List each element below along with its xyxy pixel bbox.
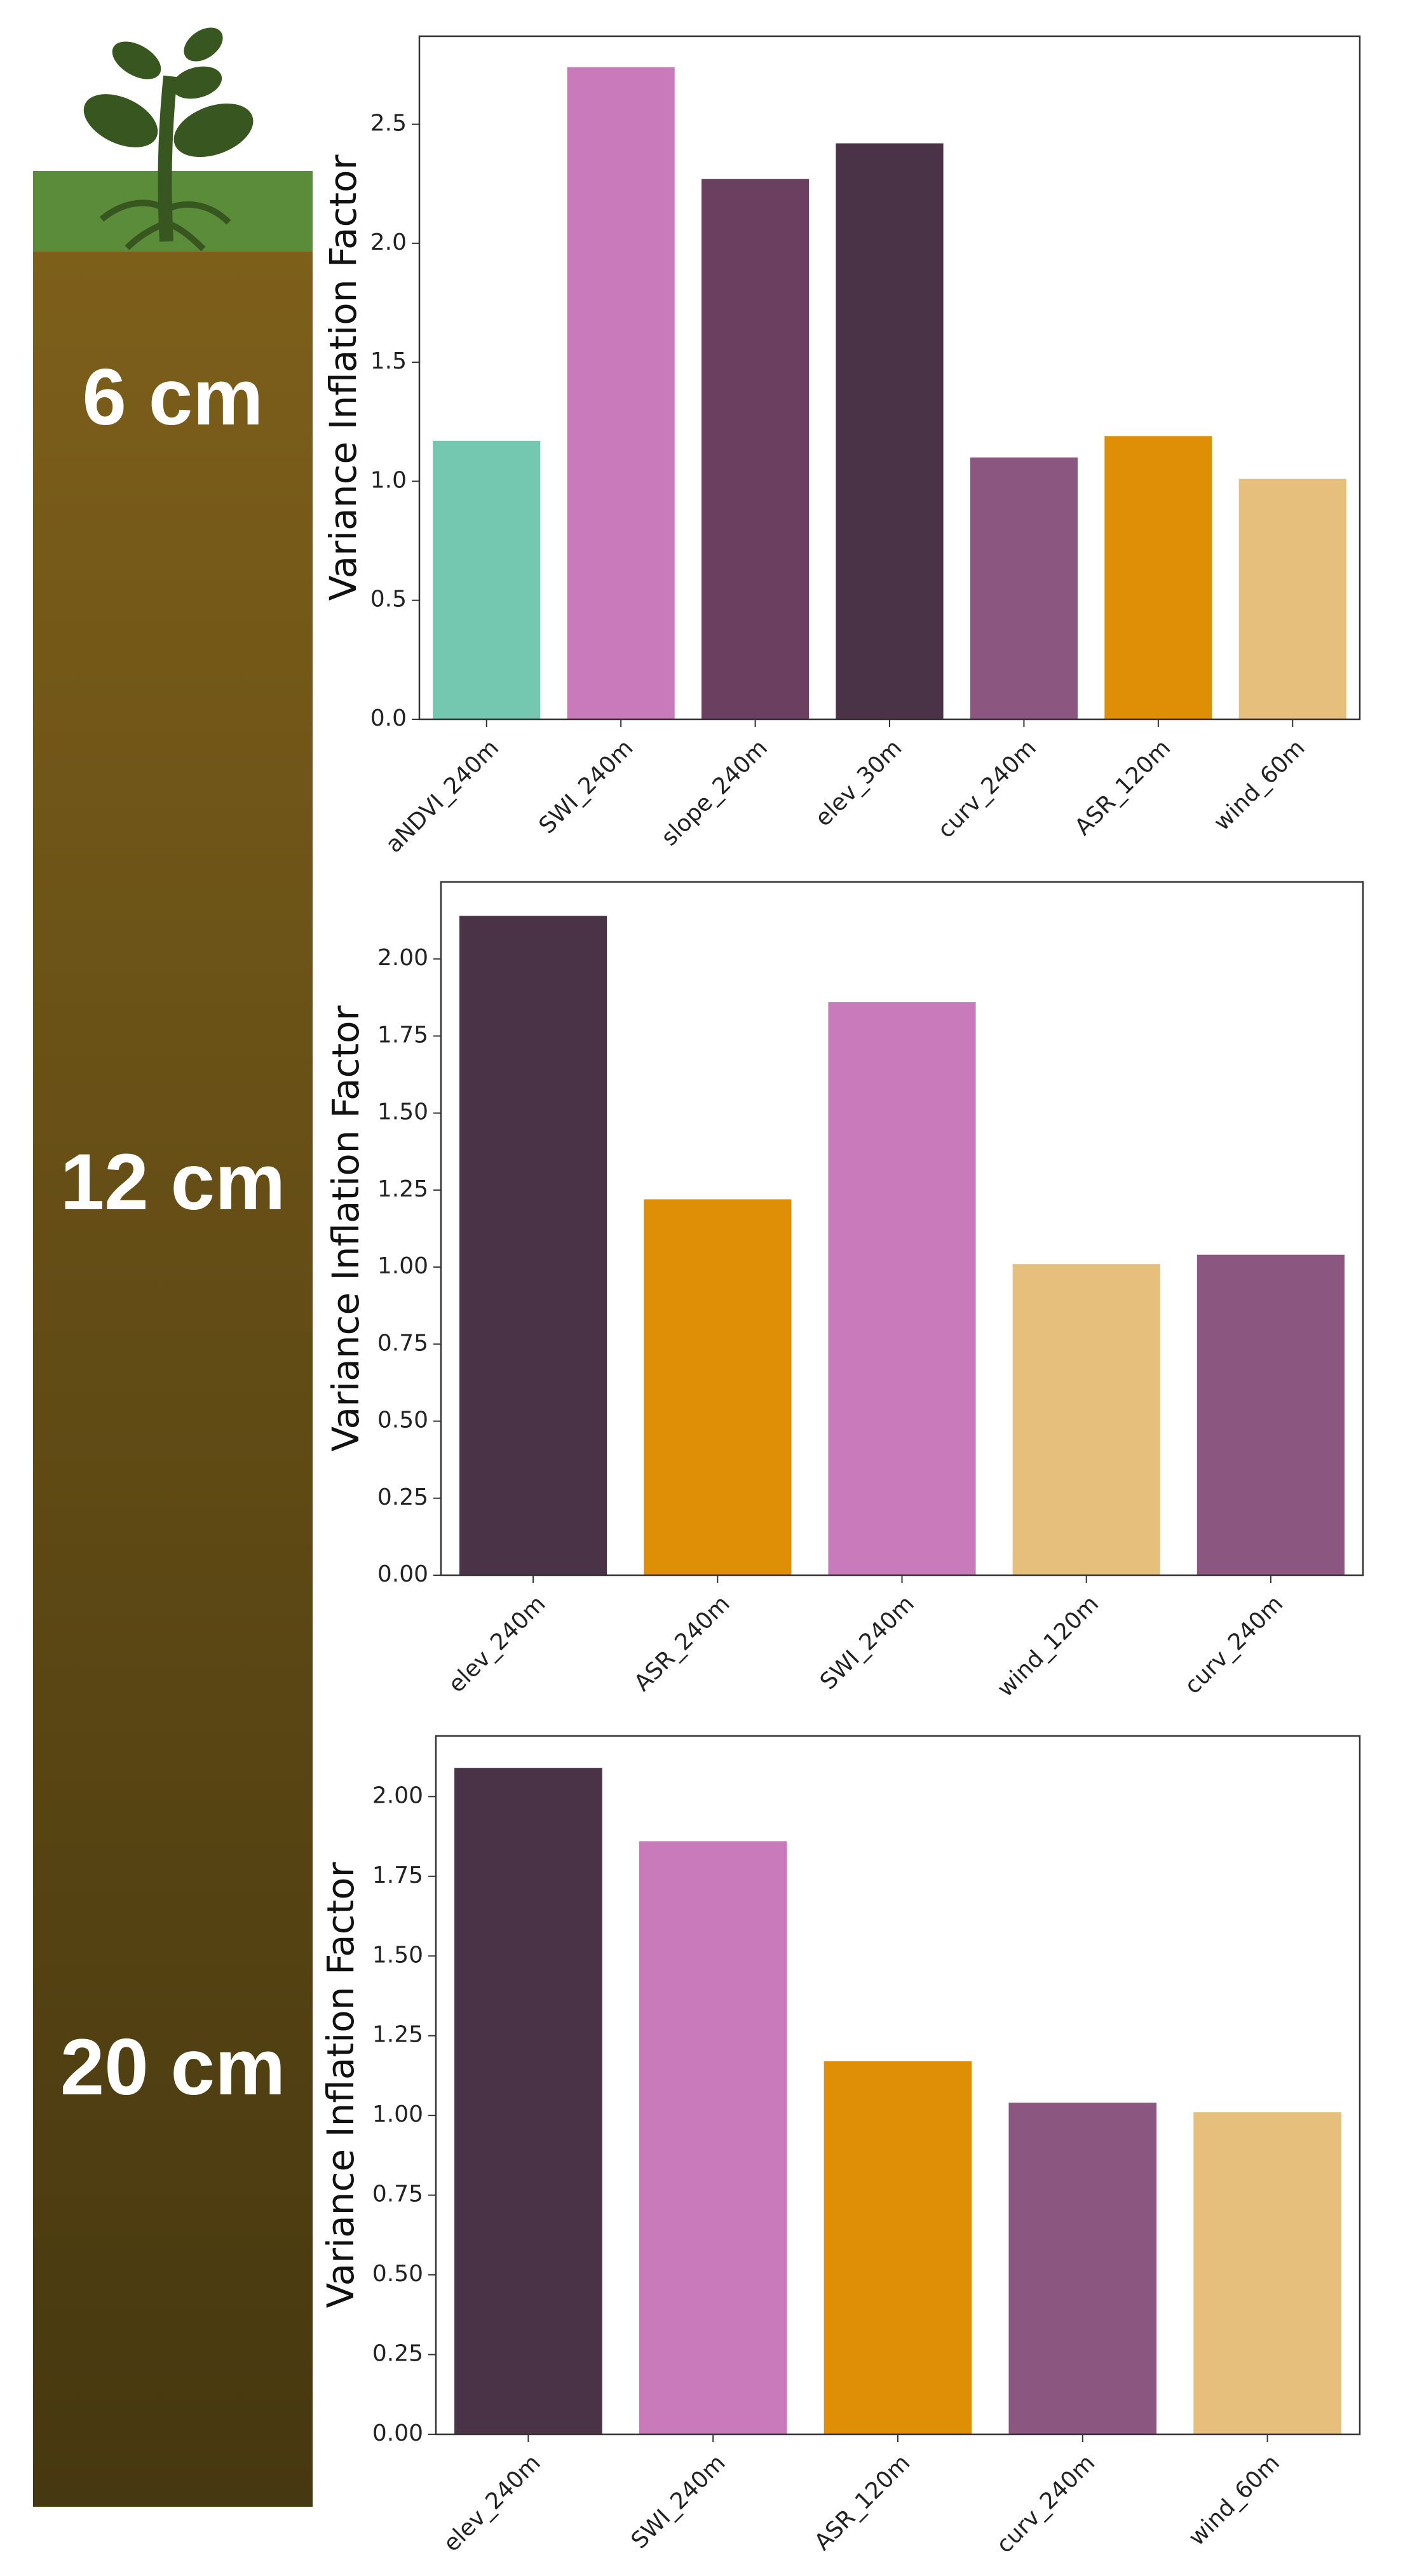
- bar: [1012, 1264, 1160, 1575]
- x-tick-label: aNDVI_240m: [381, 735, 504, 858]
- soil-depth-label: 20 cm: [60, 2023, 285, 2112]
- y-axis-label: Variance Inflation Factor: [322, 154, 365, 600]
- y-tick-label: 1.00: [372, 2101, 423, 2127]
- bar: [1104, 436, 1212, 719]
- y-tick-label: 0.0: [370, 705, 407, 731]
- x-tick-label: wind_60m: [1184, 2450, 1285, 2551]
- y-axis-label: Variance Inflation Factor: [319, 1862, 362, 2308]
- x-tick-label: curv_240m: [933, 735, 1041, 843]
- x-tick-label: slope_240m: [656, 735, 773, 851]
- y-tick-label: 1.50: [372, 1942, 423, 1968]
- soil-depth-label: 12 cm: [60, 1138, 285, 1226]
- bar: [824, 2061, 972, 2434]
- bar: [433, 440, 541, 719]
- bar: [639, 1841, 787, 2434]
- y-tick-label: 2.00: [377, 945, 428, 971]
- y-tick-label: 1.00: [377, 1253, 428, 1279]
- y-tick-label: 2.0: [370, 229, 407, 255]
- y-tick-label: 0.25: [372, 2341, 423, 2367]
- plot-frame: [440, 881, 1364, 1576]
- y-tick-label: 0.00: [377, 1561, 428, 1587]
- bar: [970, 457, 1078, 719]
- bar: [644, 1199, 792, 1575]
- y-tick-label: 0.50: [372, 2261, 423, 2287]
- x-tick-label: ASR_120m: [810, 2450, 915, 2555]
- y-tick-label: 1.25: [372, 2022, 423, 2048]
- x-tick-label: SWI_240m: [627, 2450, 731, 2554]
- bar: [828, 1002, 976, 1575]
- y-tick-label: 2.00: [372, 1782, 423, 1808]
- y-tick-label: 1.5: [370, 348, 407, 374]
- y-tick-label: 2.5: [370, 111, 407, 137]
- soil-depth-label: 6 cm: [83, 353, 264, 442]
- y-axis-label: Variance Inflation Factor: [324, 1005, 367, 1451]
- y-tick-label: 0.75: [377, 1330, 428, 1356]
- bar: [1008, 2103, 1157, 2434]
- y-tick-label: 0.75: [372, 2181, 423, 2207]
- x-tick-label: curv_240m: [991, 2450, 1100, 2558]
- y-tick-label: 0.50: [377, 1407, 428, 1434]
- bar: [567, 67, 675, 720]
- y-tick-label: 1.75: [372, 1862, 423, 1888]
- x-tick-label: elev_240m: [444, 1590, 551, 1698]
- y-tick-label: 1.25: [377, 1176, 428, 1202]
- x-tick-label: curv_240m: [1180, 1590, 1289, 1699]
- soil-column: [33, 252, 313, 2507]
- y-tick-label: 0.25: [377, 1484, 428, 1510]
- x-tick-label: ASR_120m: [1070, 735, 1176, 840]
- plant-icon: [83, 27, 254, 252]
- y-tick-label: 1.50: [377, 1099, 428, 1125]
- bar: [454, 1768, 602, 2434]
- x-tick-label: elev_30m: [810, 735, 907, 831]
- y-tick-label: 0.00: [372, 2420, 423, 2446]
- y-tick-label: 1.0: [370, 467, 407, 493]
- plot-frame: [435, 1735, 1361, 2436]
- x-tick-label: SWI_240m: [815, 1590, 919, 1695]
- bar: [1196, 1254, 1345, 1575]
- plot-frame: [418, 35, 1361, 721]
- x-tick-label: SWI_240m: [534, 735, 639, 839]
- bar: [1193, 2112, 1341, 2434]
- y-tick-label: 0.5: [370, 586, 407, 613]
- y-tick-label: 1.75: [377, 1022, 428, 1048]
- bar: [1238, 478, 1346, 719]
- bar: [702, 179, 810, 720]
- x-tick-label: ASR_240m: [629, 1590, 735, 1696]
- x-tick-label: elev_240m: [438, 2450, 546, 2557]
- bar: [459, 916, 607, 1575]
- x-tick-label: wind_60m: [1209, 735, 1310, 836]
- x-tick-label: wind_120m: [993, 1590, 1104, 1702]
- bar: [836, 143, 944, 719]
